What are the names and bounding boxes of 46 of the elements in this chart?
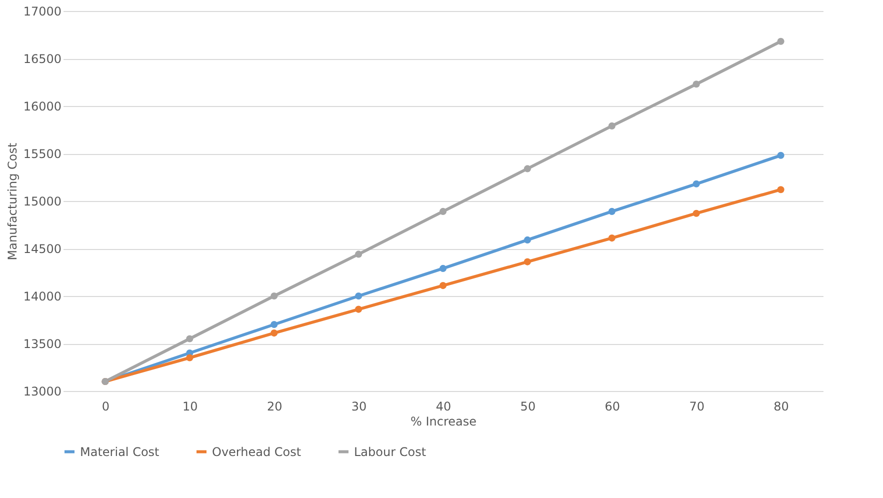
legend-label: Labour Cost <box>354 444 426 459</box>
point <box>439 208 447 215</box>
x-tick-label: 80 <box>774 400 789 414</box>
y-tick-label: 13500 <box>23 337 62 351</box>
point <box>692 80 700 88</box>
point <box>608 208 616 215</box>
point <box>439 282 447 290</box>
point <box>439 264 447 272</box>
point <box>355 306 362 313</box>
legend-label: Overhead Cost <box>212 444 302 459</box>
point <box>524 258 531 266</box>
point <box>692 210 700 217</box>
point <box>186 354 194 362</box>
point <box>777 38 784 45</box>
y-tick-label: 17000 <box>23 4 62 18</box>
x-tick-label: 40 <box>436 400 452 414</box>
point <box>270 292 278 300</box>
y-tick-label: 16000 <box>23 100 62 114</box>
y-tick-label: 15500 <box>23 147 62 161</box>
legend-label: Material Cost <box>80 444 160 459</box>
point <box>608 122 616 130</box>
y-axis-title: Manufacturing Cost <box>5 142 20 260</box>
y-tick-label: 16500 <box>23 52 62 66</box>
point <box>270 330 278 337</box>
y-tick-label: 14500 <box>23 242 62 256</box>
x-axis-title: % Increase <box>410 414 476 428</box>
point <box>186 335 194 342</box>
point <box>777 152 784 159</box>
x-tick-label: 50 <box>520 400 536 414</box>
point <box>524 165 531 172</box>
x-tick-label: 10 <box>182 400 198 414</box>
x-tick-label: 70 <box>689 400 704 414</box>
point <box>777 186 784 194</box>
y-tick-label: 15000 <box>23 194 62 208</box>
point <box>355 250 362 258</box>
y-tick-label: 14000 <box>23 290 62 304</box>
point <box>692 180 700 188</box>
x-tick-label: 20 <box>266 400 282 414</box>
x-tick-label: 30 <box>351 400 367 414</box>
point <box>608 234 616 242</box>
x-tick-label: 0 <box>102 400 110 414</box>
y-tick-label: 13000 <box>23 384 62 398</box>
point <box>270 320 278 328</box>
point <box>524 236 531 244</box>
x-tick-label: 60 <box>604 400 620 414</box>
point <box>355 292 362 300</box>
